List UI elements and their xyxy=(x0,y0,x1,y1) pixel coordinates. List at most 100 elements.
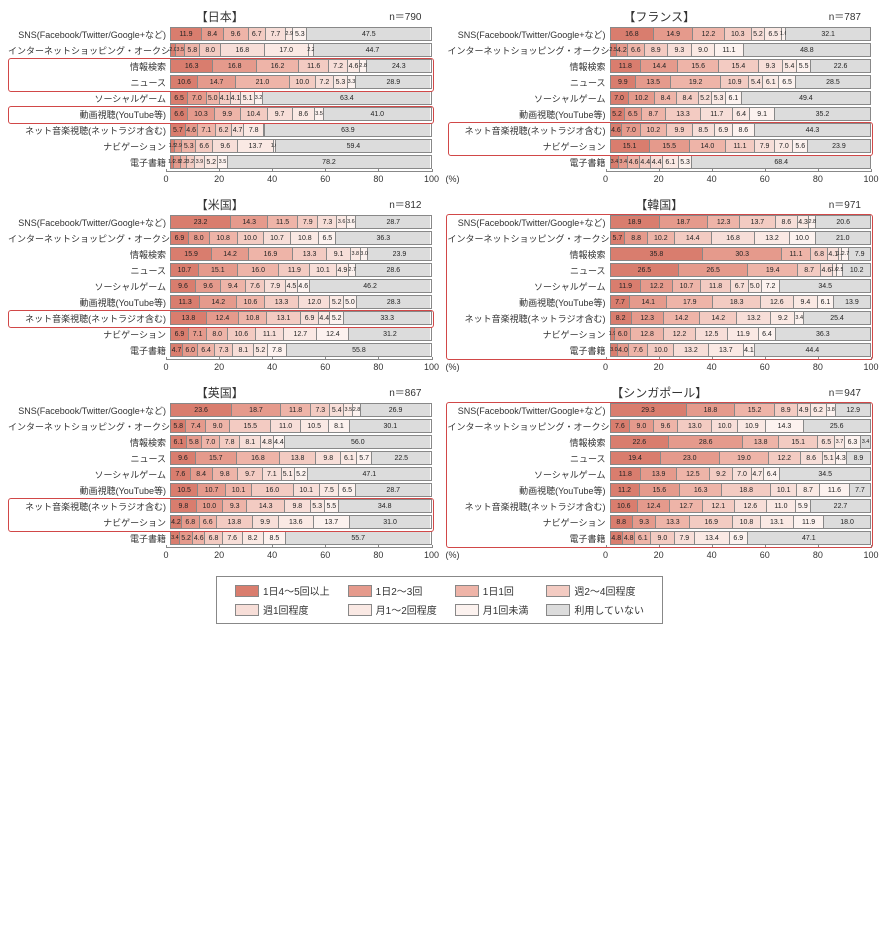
bar-segment: 16.8 xyxy=(213,60,257,72)
bar-segment: 6.6 xyxy=(196,140,213,152)
bar-segment: 8.8 xyxy=(611,516,633,528)
bar-segment: 5.3 xyxy=(679,156,693,168)
row-label: 動画視聴(YouTube等) xyxy=(448,108,610,121)
bar-segment: 6.4 xyxy=(764,468,781,480)
chart-panel: 【フランス】n＝787SNS(Facebook/Twitter/Google+な… xyxy=(448,8,872,188)
bar-segment: 9.6 xyxy=(224,28,249,40)
bar-segment: 12.6 xyxy=(761,296,794,308)
bar-segment: 3.2 xyxy=(255,92,263,104)
bar-segment: 9.9 xyxy=(611,76,637,88)
row-label: 情報検索 xyxy=(448,248,610,261)
x-tick: 100 xyxy=(424,550,439,560)
bar-segment: 7.8 xyxy=(220,436,240,448)
legend-swatch xyxy=(455,604,479,616)
bar-segment: 11.2 xyxy=(611,484,640,496)
bar-segment: 9.6 xyxy=(171,280,196,292)
bar-segment: 15.1 xyxy=(611,140,650,152)
bar-segment: 8.4 xyxy=(202,28,224,40)
row-label: ソーシャルゲーム xyxy=(448,280,610,293)
row-label: ネット音楽視聴(ネットラジオ含む) xyxy=(448,312,610,325)
x-tick: 40 xyxy=(707,174,717,184)
bar-segment: 20.6 xyxy=(816,216,870,228)
bar-segment: 9.6 xyxy=(213,140,238,152)
legend-label: 1日2～3回 xyxy=(376,583,423,598)
bar-segment: 6.7 xyxy=(731,280,748,292)
stacked-bar: 5.26.58.713.311.76.49.135.2 xyxy=(610,107,872,121)
bar-segment: 47.5 xyxy=(307,28,430,40)
x-tick: 100 xyxy=(863,174,878,184)
bar-segment: 13.6 xyxy=(279,516,314,528)
chart-row: SNS(Facebook/Twitter/Google+など)29.318.81… xyxy=(448,403,872,417)
row-label: ネット音楽視聴(ネットラジオ含む) xyxy=(8,124,170,137)
chart-row: インターネットショッピング・オークション7.69.09.613.010.010.… xyxy=(448,419,872,433)
chart-row: 動画視聴(YouTube等)6.610.39.910.49.78.63.541.… xyxy=(8,107,432,121)
bar-segment: 55.8 xyxy=(287,344,430,356)
chart-row: SNS(Facebook/Twitter/Google+など)11.98.49.… xyxy=(8,27,432,41)
x-axis: 020406080100(%) xyxy=(606,171,872,188)
bar-segment: 13.9 xyxy=(834,296,870,308)
bar-segment: 10.5 xyxy=(171,484,198,496)
bar-segment: 11.8 xyxy=(611,60,642,72)
stacked-bar: 16.814.912.210.35.26.51.632.1 xyxy=(610,27,872,41)
bar-segment: 5.4 xyxy=(749,76,763,88)
bar-segment: 33.3 xyxy=(344,312,431,324)
panel-n: n＝790 xyxy=(389,8,421,23)
bar-segment: 9.8 xyxy=(213,468,238,480)
bar-segment: 11.5 xyxy=(268,216,298,228)
bar-segment: 8.2 xyxy=(243,532,264,544)
bar-segment: 14.2 xyxy=(200,296,237,308)
stacked-bar: 7.69.09.613.010.010.914.325.6 xyxy=(610,419,872,433)
panel-n: n＝812 xyxy=(389,196,421,211)
bar-segment: 35.2 xyxy=(775,108,870,120)
bar-segment: 10.0 xyxy=(648,344,674,356)
bar-segment: 11.6 xyxy=(299,60,329,72)
bar-segment: 9.1 xyxy=(327,248,351,260)
legend-label: 1日1回 xyxy=(483,583,514,598)
bar-segment: 4.4 xyxy=(319,312,330,324)
bar-segment: 14.2 xyxy=(664,312,701,324)
bar-segment: 8.5 xyxy=(693,124,715,136)
bar-segment: 11.9 xyxy=(279,264,310,276)
bar-segment: 3.4 xyxy=(171,532,180,544)
bar-segment: 9.0 xyxy=(206,420,230,432)
bar-segment: 3.2 xyxy=(187,156,195,168)
bar-segment: 7.6 xyxy=(223,532,243,544)
bar-segment: 3.0 xyxy=(611,344,619,356)
bar-segment: 9.6 xyxy=(196,280,221,292)
bar-segment: 5.2 xyxy=(180,532,193,544)
legend-label: 1日4～5回以上 xyxy=(263,583,330,598)
legend-swatch xyxy=(546,604,570,616)
chart-row: ナビゲーション6.97.18.010.611.112.712.431.2 xyxy=(8,327,432,341)
bar-segment: 28.7 xyxy=(356,216,430,228)
bar-segment: 15.2 xyxy=(735,404,774,416)
bar-segment: 7.9 xyxy=(849,248,870,260)
bar-segment: 10.8 xyxy=(239,312,267,324)
bar-segment: 36.3 xyxy=(776,328,870,340)
bar-segment: 19.2 xyxy=(671,76,721,88)
bar-segment: 15.6 xyxy=(678,60,718,72)
bar-segment: 6.0 xyxy=(615,328,631,340)
bar-segment: 16.3 xyxy=(171,60,213,72)
row-label: ナビゲーション xyxy=(8,516,170,529)
row-label: ナビゲーション xyxy=(448,328,610,341)
chart-row: ソーシャルゲーム9.69.69.47.67.94.54.646.2 xyxy=(8,279,432,293)
bar-segment: 4.3 xyxy=(798,216,809,228)
bar-segment: 48.8 xyxy=(744,44,870,56)
chart-row: 情報検索15.914.216.913.39.13.83.023.9 xyxy=(8,247,432,261)
bar-segment: 7.1 xyxy=(198,124,216,136)
legend-item: 週1回程度 xyxy=(235,602,330,617)
x-axis: 020406080100(%) xyxy=(166,359,432,376)
bar-segment: 13.1 xyxy=(761,516,794,528)
x-tick: 20 xyxy=(654,550,664,560)
x-tick: 0 xyxy=(163,174,168,184)
stacked-bar: 2.54.26.68.99.39.011.148.8 xyxy=(610,43,872,57)
chart-row: 電子書籍4.76.06.47.38.15.27.855.8 xyxy=(8,343,432,357)
bar-segment: 11.9 xyxy=(611,280,642,292)
bar-segment: 15.5 xyxy=(650,140,690,152)
bar-segment: 16.2 xyxy=(257,60,299,72)
bar-segment: 15.5 xyxy=(230,420,271,432)
x-tick: 0 xyxy=(603,362,608,372)
stacked-bar: 6.98.010.810.010.710.86.536.3 xyxy=(170,231,432,245)
bar-segment: 31.2 xyxy=(349,328,430,340)
bar-segment: 5.3 xyxy=(334,76,348,88)
